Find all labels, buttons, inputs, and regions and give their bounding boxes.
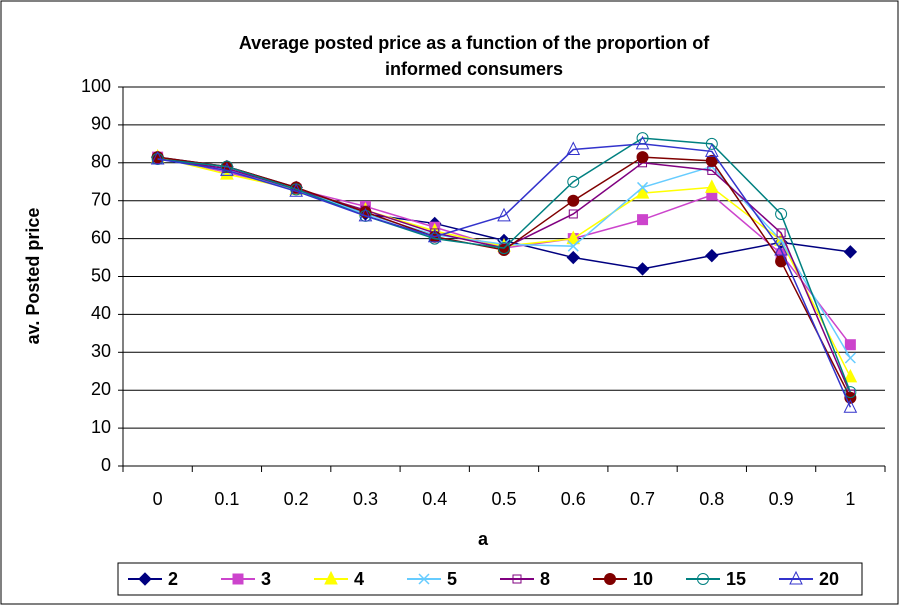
marker	[705, 154, 718, 167]
marker	[705, 137, 718, 150]
marker	[604, 573, 616, 585]
x-tick-label: 1	[845, 489, 855, 509]
marker	[635, 185, 650, 199]
marker	[636, 151, 649, 164]
marker	[567, 175, 580, 188]
x-tick-label: 0.7	[630, 489, 655, 509]
marker	[775, 207, 788, 220]
marker	[637, 181, 649, 193]
x-tick-label: 0.9	[769, 489, 794, 509]
marker	[150, 150, 165, 165]
marker	[843, 368, 858, 383]
marker	[512, 574, 522, 584]
x-tick-label: 0.1	[214, 489, 239, 509]
legend-label: 2	[168, 569, 178, 589]
legend-label: 5	[447, 569, 457, 589]
legend-label: 3	[261, 569, 271, 589]
chart-title: informed consumers	[385, 59, 563, 79]
legend-label: 4	[354, 569, 364, 589]
x-tick-label: 0.4	[422, 489, 447, 509]
marker	[844, 352, 856, 364]
marker	[566, 230, 581, 245]
marker	[637, 214, 649, 226]
marker	[568, 209, 578, 219]
marker	[220, 162, 234, 176]
marker	[789, 570, 803, 585]
x-tick-label: 0.6	[561, 489, 586, 509]
marker	[635, 135, 650, 150]
marker	[232, 573, 244, 585]
series-line	[157, 143, 852, 408]
marker	[705, 248, 719, 263]
chart-title: Average posted price as a function of th…	[239, 33, 710, 53]
marker	[776, 228, 786, 238]
marker	[697, 573, 709, 585]
x-tick-label: 0	[153, 489, 163, 509]
marker	[566, 250, 580, 265]
series-line	[157, 137, 852, 393]
y-tick-label: 30	[91, 341, 111, 361]
y-tick-label: 60	[91, 227, 111, 247]
legend-label: 20	[819, 569, 839, 589]
marker	[774, 241, 788, 256]
y-tick-label: 50	[91, 265, 111, 285]
x-tick-label: 0.8	[699, 489, 724, 509]
marker	[418, 573, 430, 585]
legend-label: 10	[633, 569, 653, 589]
marker	[428, 232, 441, 245]
marker	[705, 179, 719, 193]
marker	[427, 228, 442, 243]
marker	[843, 245, 858, 259]
y-tick-label: 80	[91, 152, 111, 172]
marker	[220, 160, 233, 173]
y-tick-label: 10	[91, 417, 111, 437]
y-tick-label: 40	[91, 303, 111, 323]
marker	[567, 194, 580, 207]
y-axis-title: av. Posted price	[23, 208, 43, 345]
y-tick-label: 20	[91, 379, 111, 399]
marker	[844, 386, 857, 399]
legend-label: 8	[540, 569, 550, 589]
marker	[635, 262, 650, 276]
marker	[138, 572, 152, 586]
x-axis-title: a	[478, 529, 489, 549]
y-tick-label: 90	[91, 114, 111, 134]
marker	[567, 240, 579, 252]
x-tick-label: 0.2	[284, 489, 309, 509]
x-tick-label: 0.3	[353, 489, 378, 509]
marker	[566, 141, 581, 156]
y-tick-label: 100	[81, 76, 111, 96]
legend-label: 15	[726, 569, 746, 589]
marker	[358, 207, 373, 222]
y-tick-label: 0	[101, 455, 111, 475]
marker	[497, 207, 511, 222]
marker	[705, 143, 719, 157]
marker	[324, 570, 338, 585]
marker	[289, 183, 303, 197]
marker	[843, 399, 858, 413]
marker	[844, 339, 856, 351]
marker	[498, 242, 510, 255]
y-tick-label: 70	[91, 189, 111, 209]
x-tick-label: 0.5	[491, 489, 516, 509]
